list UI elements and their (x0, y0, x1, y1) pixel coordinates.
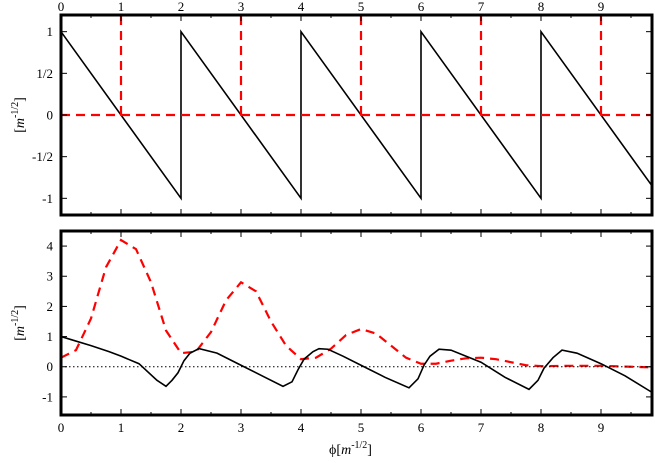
top-xtick-label-1: 1 (118, 0, 125, 14)
top-xtick-label-9: 9 (598, 0, 605, 14)
top-xtick-label-2: 2 (178, 0, 185, 14)
bottom-ytick-label: 4 (47, 239, 54, 254)
bottom-xtick-label-2: 2 (178, 420, 185, 435)
top-xtick-label-6: 6 (418, 0, 425, 14)
bottom-xtick-label-6: 6 (418, 420, 425, 435)
top-ytick-label: 1/2 (36, 66, 53, 81)
top-ytick-label: 0 (47, 108, 54, 123)
top-ytick-label: -1 (42, 191, 53, 206)
bottom-xtick-label-8: 8 (538, 420, 545, 435)
bottom-xlabel: ϕ[m-1/2] (329, 440, 372, 458)
top-xtick-label-8: 8 (538, 0, 545, 14)
bottom-ytick-label: -1 (42, 389, 53, 404)
top-xtick-label-0: 0 (58, 0, 65, 14)
bottom-xtick-label-5: 5 (358, 420, 365, 435)
top-xtick-label-5: 5 (358, 0, 365, 14)
top-ytick-label: -1/2 (32, 149, 53, 164)
bottom-plot-frame (59, 229, 654, 417)
top-xtick-label-3: 3 (238, 0, 245, 14)
bottom-xtick-label-1: 1 (118, 420, 125, 435)
bottom-ytick-label: 0 (47, 359, 54, 374)
bottom-ylabel: [m-1/2] (10, 305, 28, 341)
top-xtick-label-7: 7 (478, 0, 485, 14)
bottom-ytick-label: 2 (47, 299, 54, 314)
bottom-xtick-label-3: 3 (238, 420, 245, 435)
bottom-series-0-line (61, 238, 652, 369)
bottom-series-1-line (61, 335, 652, 394)
bottom-xtick-label-9: 9 (598, 420, 605, 435)
bottom-xtick-label-7: 7 (478, 420, 485, 435)
top-xtick-label-4: 4 (298, 0, 305, 14)
bottom-ytick-label: 3 (47, 269, 54, 284)
bottom-xtick-label-4: 4 (298, 420, 305, 435)
top-ylabel: [m-1/2] (10, 97, 28, 133)
top-ytick-label: 1 (47, 24, 54, 39)
bottom-ytick-label: 1 (47, 329, 54, 344)
bottom-xtick-label-0: 0 (58, 420, 65, 435)
